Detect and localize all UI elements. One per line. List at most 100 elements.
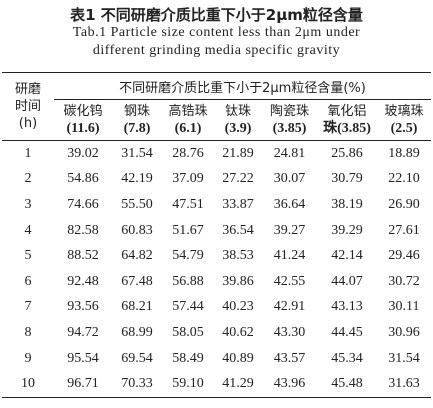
table-cell: 54.79 [172, 248, 204, 264]
table-cell: 7 [24, 299, 32, 315]
table-cell: 9 [24, 350, 32, 366]
table-row: 1 39.02 31.54 28.76 21.89 24.81 25.86 18.89 [2, 141, 431, 167]
table-cell: 39.29 [331, 222, 363, 238]
table-cell: 8 [24, 324, 32, 340]
column-gravity: 珠(3.85) [323, 121, 371, 136]
table-row: 10 96.71 70.33 59.10 41.29 43.96 45.48 31.63 [2, 371, 431, 398]
column-gravity: (2.5) [390, 121, 418, 136]
table-cell: 4 [24, 222, 32, 238]
table-cell: 39.27 [273, 222, 306, 238]
column-header: 陶瓷珠 (3.85) [262, 99, 317, 141]
table-cell: 43.96 [262, 371, 317, 398]
table-cell: 95.54 [67, 350, 99, 366]
column-name: 碳化钨 [63, 104, 103, 119]
table-cell: 37.09 [172, 171, 204, 187]
table-cell: 41.29 [214, 371, 262, 398]
table-cell: 33.87 [222, 196, 254, 212]
table-cell: 47.51 [172, 196, 204, 212]
table-cell: 28.76 [172, 145, 204, 161]
column-header: 钛珠 (3.9) [214, 99, 262, 141]
row-header-line: 时间 [14, 99, 41, 114]
table-cell: 21.89 [222, 145, 254, 161]
table-row: 7 93.56 68.21 57.44 40.23 42.91 43.13 30.11 [2, 295, 431, 321]
table-cell: 42.19 [121, 171, 153, 187]
table-row: 4 82.58 60.83 51.67 36.54 39.27 39.29 27.61 [2, 218, 431, 244]
table-cell: 1 [24, 145, 32, 161]
table-cell: 68.99 [121, 324, 153, 340]
table-cell: 38.53 [222, 248, 254, 264]
table-cell: 10 [2, 371, 54, 398]
column-header: 玻璃珠 (2.5) [377, 99, 431, 141]
table-cell: 64.82 [121, 248, 153, 264]
table-cell: 22.10 [388, 171, 420, 187]
table-cell: 67.48 [121, 273, 153, 289]
table-cell: 60.83 [121, 222, 153, 238]
table-cell: 43.57 [273, 350, 306, 366]
table-cell: 68.21 [121, 299, 153, 315]
table-cell: 25.86 [331, 145, 363, 161]
table-cell: 27.61 [388, 222, 420, 238]
column-gravity: (7.8) [123, 121, 151, 136]
english-title-line: different grinding media specific gravit… [92, 43, 341, 58]
table-cell: 54.86 [67, 171, 99, 187]
row-header-line: (h) [18, 116, 38, 131]
table-row: 6 92.48 67.48 56.88 39.86 42.55 44.07 30.72 [2, 269, 431, 295]
column-gravity: (6.1) [174, 121, 202, 136]
table-cell: 31.54 [121, 145, 153, 161]
table-cell: 40.89 [222, 350, 254, 366]
table-cell: 5 [24, 248, 32, 264]
table-cell: 30.07 [273, 171, 306, 187]
table-cell: 55.50 [121, 196, 153, 212]
table-cell: 96.71 [54, 371, 112, 398]
column-name: 玻璃珠 [384, 104, 424, 119]
column-name: 钛珠 [224, 104, 251, 119]
table-cell: 18.89 [388, 145, 420, 161]
table-cell: 36.64 [273, 196, 306, 212]
group-header: 不同研磨介质比重下小于2μm粒径含量(%) [54, 72, 431, 100]
english-title-line: Tab.1 Particle size content less than 2μ… [72, 25, 361, 40]
table-cell: 31.63 [377, 371, 431, 398]
table-row: 3 74.66 55.50 47.51 33.87 36.64 38.19 26.90 [2, 192, 431, 218]
table-cell: 40.62 [222, 324, 254, 340]
column-gravity: (3.85) [272, 121, 307, 136]
column-header: 碳化钨 (11.6) [54, 99, 112, 141]
table-row: 5 88.52 64.82 54.79 38.53 41.24 42.14 29.46 [2, 243, 431, 269]
table-cell: 58.05 [172, 324, 204, 340]
table-cell: 24.81 [273, 145, 306, 161]
column-name: 氧化铝 [327, 104, 367, 119]
table-cell: 39.02 [67, 145, 99, 161]
column-name: 钢珠 [123, 104, 150, 119]
table-cell: 29.46 [388, 248, 420, 264]
column-name: 高锆珠 [168, 104, 208, 119]
table-cell: 30.11 [388, 299, 420, 315]
table-cell: 3 [24, 196, 32, 212]
table-cell: 31.54 [388, 350, 420, 366]
row-header-line: 研磨 [14, 82, 41, 97]
table-cell: 44.45 [331, 324, 363, 340]
column-header: 高锆珠 (6.1) [162, 99, 214, 141]
table-cell: 6 [24, 273, 32, 289]
table-cell: 59.10 [162, 371, 214, 398]
table-cell: 2 [24, 171, 32, 187]
table-title: 表1 不同研磨介质比重下小于2μm粒径含量 [70, 6, 363, 24]
column-gravity: (11.6) [66, 121, 100, 136]
table-cell: 43.13 [331, 299, 363, 315]
table-row: 8 94.72 68.99 58.05 40.62 43.30 44.45 30.96 [2, 320, 431, 346]
table-cell: 82.58 [67, 222, 99, 238]
table-cell: 74.66 [67, 196, 99, 212]
table-cell: 43.30 [273, 324, 306, 340]
table-cell: 58.49 [172, 350, 204, 366]
table-row: 2 54.86 42.19 37.09 27.22 30.07 30.79 22.10 [2, 167, 431, 193]
table-cell: 42.14 [331, 248, 363, 264]
table-cell: 92.48 [67, 273, 99, 289]
table-cell: 30.96 [388, 324, 420, 340]
english-title: Tab.1 Particle size content less than 2μ… [0, 24, 433, 60]
column-name: 陶瓷珠 [269, 104, 309, 119]
table-cell: 45.48 [317, 371, 377, 398]
table-cell: 27.22 [222, 171, 254, 187]
table-cell: 42.55 [273, 273, 306, 289]
table-cell: 26.90 [388, 196, 420, 212]
table-cell: 57.44 [172, 299, 204, 315]
table-cell: 45.34 [331, 350, 363, 366]
